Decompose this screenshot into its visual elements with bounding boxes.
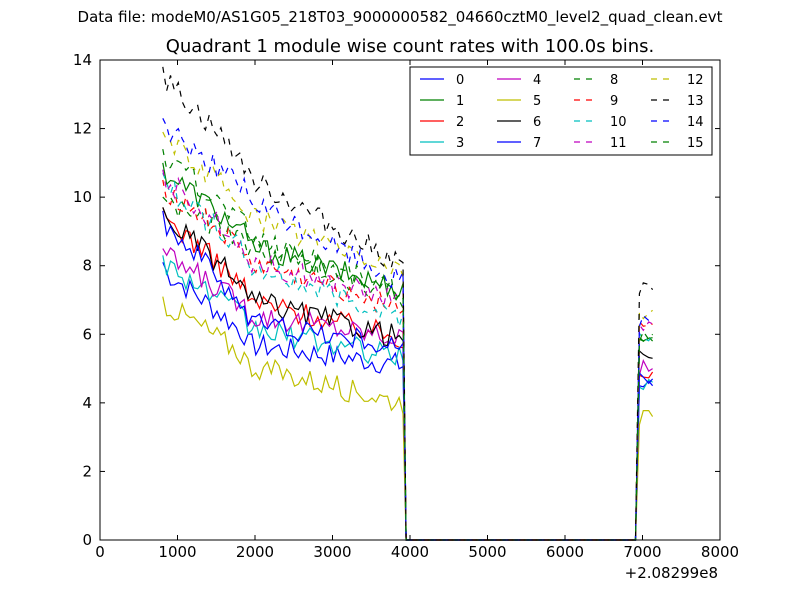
y-tick-label: 4 xyxy=(82,394,92,412)
legend-label-11: 11 xyxy=(610,136,627,151)
x-offset-label: +2.08299e8 xyxy=(625,564,718,582)
series-line-2 xyxy=(162,207,654,541)
y-tick-label: 0 xyxy=(82,531,92,549)
legend-label-6: 6 xyxy=(533,115,541,130)
x-tick-label: 5000 xyxy=(468,543,506,561)
series-line-0 xyxy=(162,262,654,541)
legend-label-0: 0 xyxy=(456,73,464,88)
data-file-title: Data file: modeM0/AS1G05_218T03_90000005… xyxy=(77,8,723,26)
legend-label-10: 10 xyxy=(610,115,627,130)
x-tick-label: 4000 xyxy=(391,543,429,561)
legend-label-1: 1 xyxy=(456,94,464,109)
x-axis-ticks: 0 1000 2000 3000 4000 5000 6000 7000 8000 xyxy=(95,60,739,561)
legend-label-15: 15 xyxy=(687,136,704,151)
legend-label-8: 8 xyxy=(610,73,618,88)
chart-title: Quadrant 1 module wise count rates with … xyxy=(165,36,655,57)
series-line-14 xyxy=(162,118,653,541)
legend-label-5: 5 xyxy=(533,94,541,109)
series-line-15 xyxy=(162,148,654,541)
legend-label-4: 4 xyxy=(533,73,541,88)
y-tick-label: 2 xyxy=(82,462,92,480)
legend-label-9: 9 xyxy=(610,94,618,109)
legend-label-13: 13 xyxy=(687,94,704,109)
series-line-7 xyxy=(162,210,654,541)
x-tick-label: 0 xyxy=(95,543,105,561)
series-line-6 xyxy=(162,207,653,541)
y-tick-label: 10 xyxy=(73,188,92,206)
series-line-12 xyxy=(162,131,653,541)
series-line-9 xyxy=(162,179,653,541)
y-tick-label: 8 xyxy=(82,257,92,275)
y-tick-label: 12 xyxy=(73,120,92,138)
x-tick-label: 7000 xyxy=(623,543,661,561)
series-line-5 xyxy=(162,296,654,541)
series-lines xyxy=(162,66,654,541)
legend-label-12: 12 xyxy=(687,73,704,88)
series-line-8 xyxy=(162,196,654,541)
series-line-1 xyxy=(162,162,653,541)
legend-box xyxy=(409,66,713,156)
y-tick-label: 6 xyxy=(82,325,92,343)
y-tick-label: 14 xyxy=(73,51,92,69)
legend-label-7: 7 xyxy=(533,136,541,151)
series-line-4 xyxy=(162,247,653,541)
x-tick-label: 8000 xyxy=(701,543,739,561)
legend-label-14: 14 xyxy=(687,115,704,130)
x-tick-label: 6000 xyxy=(546,543,584,561)
legend-label-2: 2 xyxy=(456,115,464,130)
x-tick-label: 2000 xyxy=(236,543,274,561)
series-line-13 xyxy=(162,66,654,541)
x-tick-label: 1000 xyxy=(158,543,196,561)
x-tick-label: 3000 xyxy=(313,543,351,561)
legend-label-3: 3 xyxy=(456,136,464,151)
